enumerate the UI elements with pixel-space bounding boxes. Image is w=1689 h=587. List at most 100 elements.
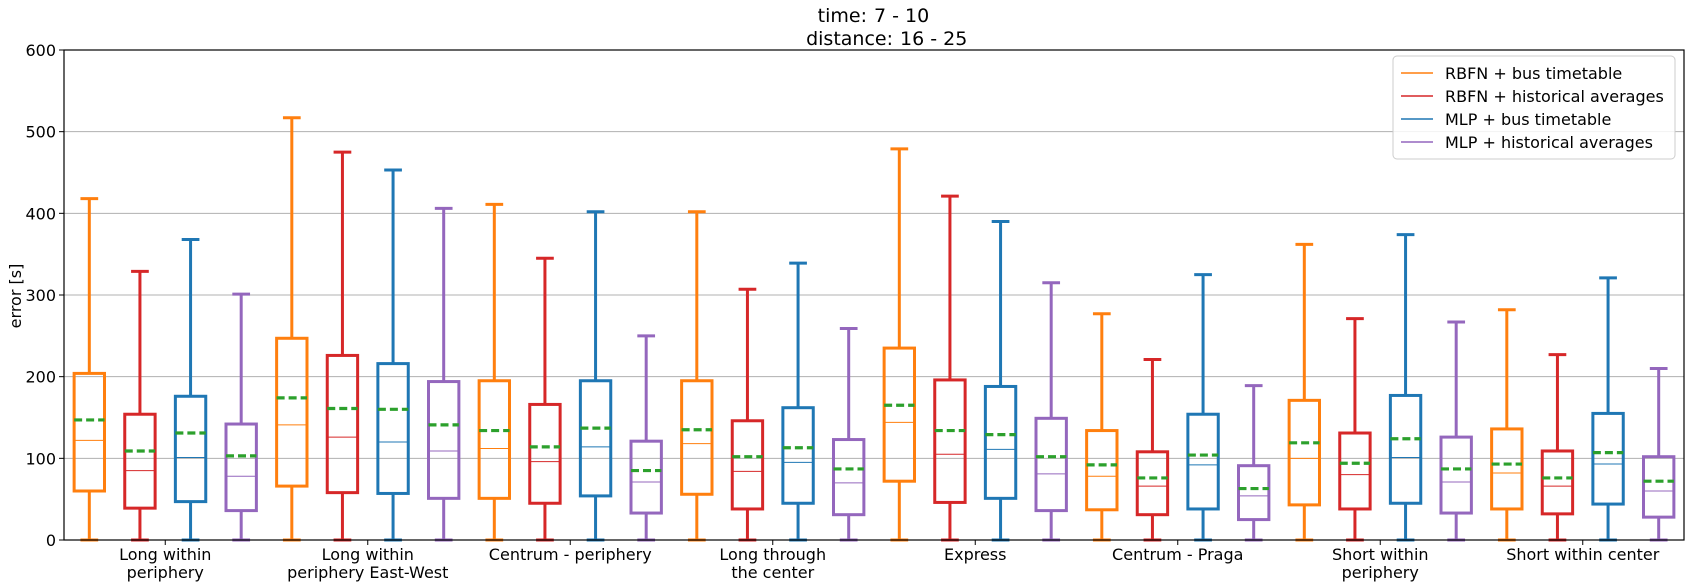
box-iqr (629, 439, 663, 515)
box-iqr (781, 406, 815, 505)
box-iqr (224, 422, 258, 513)
box-iqr (1287, 398, 1321, 507)
box-element (781, 261, 815, 542)
series-0 (72, 116, 1524, 542)
box-element (983, 220, 1018, 542)
box-element (173, 237, 208, 542)
box-element (1490, 308, 1524, 542)
series-3 (224, 206, 1676, 542)
box-element (578, 210, 613, 542)
y-tick-label: 600 (25, 41, 56, 60)
legend: RBFN + bus timetable RBFN + historical av… (1392, 55, 1676, 160)
box-element (1388, 233, 1423, 542)
legend-box (1392, 55, 1676, 160)
box-element (1642, 367, 1676, 542)
box-element (123, 269, 157, 542)
box-element (882, 147, 916, 542)
box-iqr (528, 402, 562, 505)
box-iqr (730, 419, 765, 511)
box-element (72, 197, 106, 542)
box-iqr (1591, 411, 1625, 506)
x-tick-label: Centrum - Praga (1112, 545, 1243, 564)
y-axis-label: error [s] (6, 264, 25, 329)
y-tick-label: 500 (25, 123, 56, 142)
series-2 (173, 168, 1625, 542)
x-tick-label: the center (731, 563, 814, 582)
box-iqr (123, 412, 157, 510)
box-element (1540, 353, 1575, 542)
box-iqr (427, 380, 461, 500)
box-iqr (983, 384, 1018, 500)
title-line1-label: time: (818, 5, 867, 27)
box-iqr (1135, 450, 1170, 517)
box-element (325, 150, 360, 542)
title-line2-value: 16 - 25 (900, 28, 967, 50)
title-line2-label: distance: (806, 28, 893, 50)
box-iqr (1388, 393, 1423, 505)
box-element (224, 292, 258, 542)
x-tick-label: periphery (127, 563, 204, 582)
box-iqr (1490, 427, 1524, 511)
legend-label: RBFN + bus timetable (1445, 64, 1622, 83)
box-iqr (1540, 449, 1575, 516)
box-iqr (1642, 455, 1676, 519)
box-iqr (1186, 412, 1220, 511)
box-series (72, 116, 1676, 542)
box-element (1439, 320, 1473, 542)
plot-frame (63, 49, 1685, 541)
box-iqr (1439, 435, 1473, 515)
box-element (730, 287, 765, 542)
box-element (1135, 358, 1170, 542)
box-element (1338, 317, 1372, 542)
box-element (427, 206, 461, 542)
box-element (1085, 312, 1119, 542)
box-element (528, 256, 562, 542)
box-element (376, 168, 410, 542)
box-element (1186, 273, 1220, 542)
x-tick-label: Long within (119, 545, 211, 564)
x-tick-label: periphery (1342, 563, 1419, 582)
x-tick-label: Centrum - periphery (489, 545, 652, 564)
y-tick-label: 100 (25, 449, 56, 468)
box-iqr (275, 336, 309, 488)
x-tick-label: periphery East-West (287, 563, 448, 582)
box-element (275, 116, 309, 542)
y-tick-label: 300 (25, 286, 56, 305)
box-element (477, 202, 511, 542)
box-iqr (1034, 416, 1068, 513)
box-iqr (477, 379, 511, 500)
x-tick-label: Long through (719, 545, 826, 564)
x-tick-label: Express (944, 545, 1006, 564)
box-iqr (173, 394, 208, 504)
y-axis-ticks: 0 100 200 300 400 500 600 (25, 41, 64, 550)
box-element (1237, 384, 1271, 542)
box-iqr (882, 346, 916, 483)
box-element (832, 326, 866, 542)
box-element (680, 210, 714, 542)
box-element (1287, 242, 1321, 542)
box-iqr (578, 379, 613, 498)
box-iqr (1338, 431, 1372, 511)
box-iqr (832, 438, 866, 517)
box-iqr (72, 371, 106, 493)
y-tick-label: 400 (25, 204, 56, 223)
title-line1-value: 7 - 10 (874, 5, 929, 27)
legend-label: MLP + historical averages (1445, 133, 1653, 152)
box-iqr (1237, 464, 1271, 522)
series-1 (123, 150, 1575, 542)
box-iqr (680, 379, 714, 496)
box-iqr (325, 353, 360, 495)
box-element (933, 194, 967, 542)
box-iqr (933, 378, 967, 504)
box-element (1034, 281, 1068, 542)
legend-label: RBFN + historical averages (1445, 87, 1664, 106)
box-element (629, 334, 663, 542)
legend-label: MLP + bus timetable (1445, 110, 1611, 129)
y-tick-label: 0 (46, 531, 56, 550)
box-iqr (376, 362, 410, 495)
box-element (1591, 276, 1625, 542)
x-tick-label: Short within center (1506, 545, 1660, 564)
y-tick-label: 200 (25, 368, 56, 387)
